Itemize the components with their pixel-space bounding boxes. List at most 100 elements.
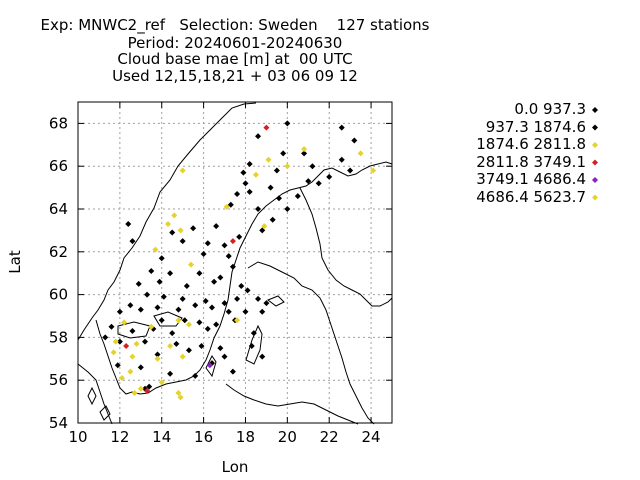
data-point [112, 338, 119, 345]
data-point [280, 150, 287, 157]
data-point [141, 338, 148, 345]
data-point [347, 167, 354, 174]
data-point [102, 334, 109, 341]
data-point [227, 201, 234, 208]
x-tick-label: 10 [68, 428, 87, 446]
legend-entry: 937.3 1874.6 [420, 118, 586, 136]
data-point [185, 347, 192, 354]
data-point [309, 163, 316, 170]
y-tick-label: 54 [49, 414, 68, 432]
y-tick-label: 64 [49, 200, 68, 218]
data-point [204, 325, 211, 332]
legend-label: 0.0 937.3 [514, 100, 586, 118]
data-point [225, 308, 232, 315]
y-tick-label: 60 [49, 286, 68, 304]
legend-label: 3749.1 4686.4 [476, 170, 586, 188]
y-tick-label: 56 [49, 371, 68, 389]
data-point [137, 306, 144, 313]
data-point [204, 240, 211, 247]
data-point [137, 364, 144, 371]
data-point [252, 171, 259, 178]
data-point [175, 306, 182, 313]
data-point [152, 246, 159, 253]
x-tick-label: 24 [362, 428, 381, 446]
x-tick-label: 16 [194, 428, 213, 446]
data-point [206, 362, 213, 369]
chart-title-line-2: Period: 20240601-20240630 [127, 34, 343, 52]
data-point [267, 184, 274, 191]
data-point [116, 338, 123, 345]
data-point [261, 223, 268, 230]
data-point [263, 300, 270, 307]
data-point [158, 255, 165, 262]
data-point [173, 340, 180, 347]
data-point [196, 270, 203, 277]
y-tick-label: 66 [49, 157, 68, 175]
data-point [158, 317, 165, 324]
data-point [169, 330, 176, 337]
legend-entry: 1874.6 2811.8 [420, 135, 586, 153]
data-point [179, 238, 186, 245]
data-point [221, 242, 228, 249]
data-point [118, 375, 125, 382]
data-point [246, 161, 253, 168]
data-point [129, 238, 136, 245]
data-point [129, 327, 136, 334]
data-point [144, 387, 151, 394]
data-point [284, 163, 291, 170]
legend-marker [592, 159, 598, 166]
legend-markers [592, 107, 598, 201]
legend-marker [592, 107, 598, 113]
data-point [133, 340, 140, 347]
data-point [229, 263, 236, 270]
data-point [177, 394, 184, 401]
data-point [284, 120, 291, 127]
legend-marker [592, 124, 598, 131]
data-point [175, 317, 182, 324]
y-axis-label: Lat [6, 250, 24, 274]
data-point [234, 191, 241, 198]
data-point [114, 362, 121, 369]
data-point [234, 317, 241, 324]
data-point [234, 295, 241, 302]
data-point [238, 283, 245, 290]
legend-label: 937.3 1874.6 [485, 117, 586, 136]
data-points [102, 120, 377, 401]
data-point [167, 370, 174, 377]
data-point [229, 368, 236, 375]
data-point [185, 321, 192, 328]
data-point [265, 156, 272, 163]
legend-entry: 2811.8 3749.1 [420, 153, 586, 171]
data-point [167, 270, 174, 277]
data-point [183, 283, 190, 290]
legend-entry: 0.0 937.3 [420, 100, 586, 118]
data-point [116, 308, 123, 315]
data-point [255, 206, 262, 212]
data-point [198, 342, 205, 349]
data-point [127, 302, 134, 309]
x-tick-label: 20 [278, 428, 297, 446]
data-point [255, 295, 262, 302]
data-point [242, 308, 249, 315]
data-point [229, 238, 236, 245]
data-point [200, 250, 207, 257]
data-point [158, 379, 165, 386]
data-point [284, 206, 291, 212]
legend-label: 4686.4 5623.7 [476, 187, 586, 206]
data-point [250, 330, 257, 337]
coastline-map [77, 102, 393, 425]
data-point [315, 180, 322, 187]
chart-title-line-1: Exp: MNWC2_ref Selection: Sweden 127 sta… [40, 16, 430, 34]
x-tick-label: 22 [320, 428, 339, 446]
chart-title-line-3: Cloud base mae [m] at 00 UTC [117, 50, 353, 68]
chart-title-line-4: Used 12,15,18,21 + 03 06 09 12 [112, 67, 358, 85]
data-point [242, 180, 249, 187]
data-point [148, 268, 155, 275]
data-point [110, 349, 117, 356]
data-point [301, 146, 308, 153]
data-point [192, 372, 199, 379]
data-point [248, 342, 255, 349]
data-point [246, 188, 253, 195]
data-point [192, 302, 199, 309]
